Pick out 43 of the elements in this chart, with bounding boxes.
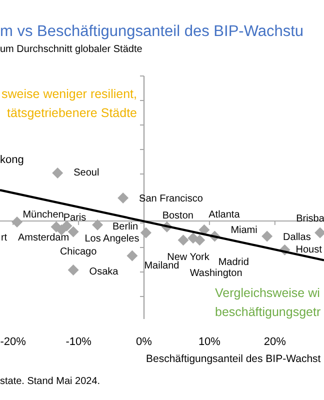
x-axis-title: Beschäftigungsanteil des BIP-Wachst [146,353,321,365]
annotation: Seoul [74,168,100,179]
point [68,264,79,276]
point [118,192,129,204]
annotation: Houst [296,244,322,256]
annotation: Osaka [89,266,119,278]
point [68,226,79,238]
annotation: München [22,210,64,221]
point [52,167,64,178]
chart-title: m vs Beschäftigungsanteil des BIP-Wachstu [0,23,304,40]
x-tick-label: -20% [0,336,26,348]
text: state. Stand Mai 2024. [0,376,100,387]
annotation: Miami [230,224,258,236]
annotation: Amsterdam [18,232,70,244]
point [188,232,199,244]
x-tick-label: -10% [66,336,92,348]
annotation: Los Angeles [84,233,140,244]
annotation: New York [167,252,210,263]
annotation: Atlanta [208,209,240,220]
annotation: Brisba [296,213,324,224]
text: Vergleichsweise wi beschäftigungsgetr [215,286,321,319]
annotation: Washington [190,268,242,279]
point [140,227,152,238]
x-tick-label: 10% [198,336,221,348]
point [126,250,138,262]
text: kong [0,154,24,166]
annotation: Dallas [283,232,311,243]
point [12,216,23,228]
annotation: Madrid [218,256,249,268]
x-tick-label: 0% [136,336,152,348]
annotation: San Francisco [139,194,204,205]
chart-subtitle: um Durchschnitt globaler Städte [0,44,143,55]
point [262,230,273,242]
text: sweise weniger resilient, tätsgetriebenere Städte [2,87,138,120]
annotation: rt [0,232,8,244]
point [92,219,104,230]
annotation: Mailand [144,260,180,272]
annotation: Boston [162,210,194,222]
annotation: Paris [63,212,86,224]
x-tick-label: 20% [264,336,286,348]
annotation: Berlin [112,222,138,233]
annotation: Chicago [60,246,98,258]
point [178,234,189,246]
